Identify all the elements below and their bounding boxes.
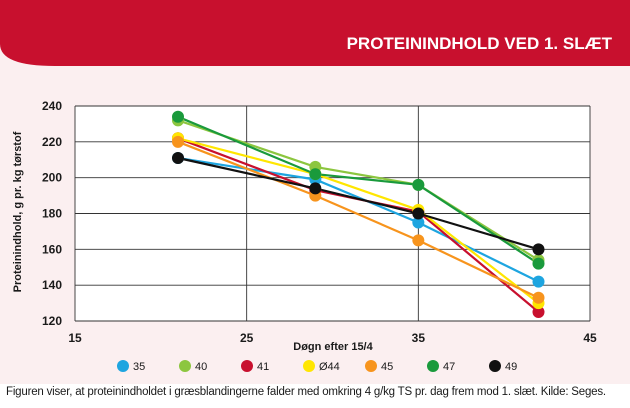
legend-label-40: 40	[195, 361, 207, 373]
data-point-47	[309, 168, 322, 181]
legend-label-49: 49	[505, 361, 517, 373]
legend-label-41: 41	[257, 361, 269, 373]
y-tick-label: 200	[42, 171, 62, 185]
legend-marker-40	[179, 360, 191, 372]
data-point-47	[532, 257, 545, 270]
data-point-47	[412, 178, 425, 191]
series-line-Ø44	[177, 137, 540, 304]
data-point-49	[532, 243, 545, 256]
chart-panel: PROTEININDHOLD VED 1. SLÆT 15 25 35 45 120 1…	[0, 0, 630, 384]
x-axis-label: Døgn efter 15/4	[293, 341, 373, 353]
data-point-41	[532, 306, 545, 319]
data-point-47	[172, 110, 184, 123]
legend-marker-45	[365, 360, 377, 372]
title-banner: PROTEININDHOLD VED 1. SLÆT	[0, 0, 630, 66]
x-tick-label: 15	[68, 331, 82, 345]
plot-area	[74, 105, 591, 322]
y-tick-labels: 120 140 160 180 200 220 240	[42, 99, 62, 328]
legend-marker-Ø44	[303, 360, 315, 372]
data-point-49	[309, 182, 322, 195]
data-point-49	[412, 207, 425, 220]
legend-label-35: 35	[133, 361, 145, 373]
chart: PROTEININDHOLD VED 1. SLÆT 15 25 35 45 1201…	[0, 0, 630, 373]
legend-marker-41	[241, 360, 253, 372]
data-point-45	[532, 291, 545, 304]
legend: 35 40 41 Ø44 45 47 49	[117, 360, 517, 373]
y-tick-label: 160	[42, 242, 62, 256]
data-point-35	[532, 275, 545, 288]
figure-caption: Figuren viser, at proteinindholdet i græ…	[6, 386, 606, 398]
legend-marker-35	[117, 360, 129, 372]
y-axis-label: Proteinindhold, g pr. kg tørstof	[12, 131, 24, 292]
banner-shape	[0, 0, 630, 66]
series-line-49	[177, 156, 539, 251]
data-point-45	[172, 135, 184, 148]
y-tick-label: 240	[42, 99, 62, 113]
legend-marker-49	[489, 360, 501, 372]
x-tick-label: 35	[412, 331, 426, 345]
y-tick-label: 120	[42, 314, 62, 328]
x-tick-label: 45	[583, 331, 597, 345]
x-tick-labels: 15 25 35 45	[68, 331, 597, 345]
x-tick-label: 25	[240, 331, 254, 345]
data-point-45	[412, 234, 425, 247]
legend-label-47: 47	[443, 361, 455, 373]
series-line-45	[177, 140, 539, 299]
series-group	[172, 110, 545, 319]
legend-label-45: 45	[381, 361, 393, 373]
y-tick-label: 140	[42, 278, 62, 292]
y-tick-label: 180	[42, 207, 62, 221]
series-line-40	[177, 119, 540, 262]
chart-title: PROTEININDHOLD VED 1. SLÆT	[347, 34, 613, 53]
series-line-47	[177, 115, 540, 265]
legend-marker-47	[427, 360, 439, 372]
y-tick-label: 220	[42, 135, 62, 149]
data-point-35	[412, 216, 425, 229]
legend-label-Ø44: Ø44	[319, 361, 340, 373]
data-point-49	[172, 151, 184, 164]
